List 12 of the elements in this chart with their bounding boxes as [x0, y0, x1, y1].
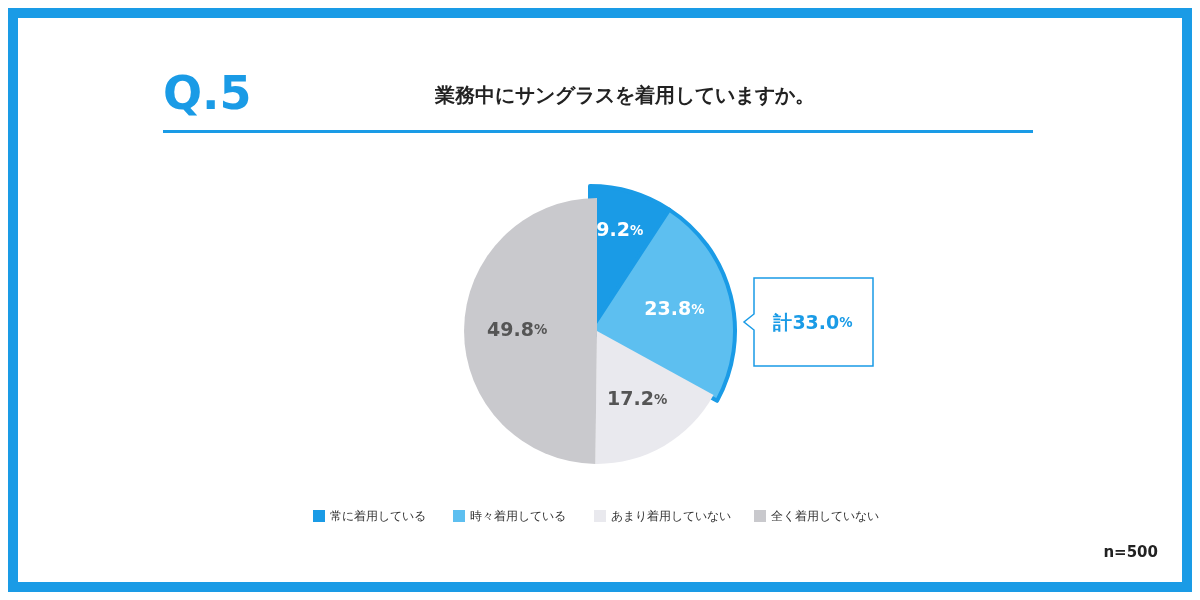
legend-label: あまり着用していない [611, 508, 731, 523]
data-label: 23.8% [644, 297, 705, 320]
text: 計33.0% [772, 310, 853, 333]
chart-subtitle: 業務中にサングラスを着用していますか。 [434, 82, 815, 107]
chart-title: Q.5 [163, 65, 252, 120]
data-label: 49.8% [487, 318, 548, 340]
legend-label: 常に着用している [330, 508, 426, 523]
legend-label: 時々着用している [470, 508, 566, 523]
text: n=500 [1103, 542, 1158, 561]
legend-label: 全く着用していない [771, 508, 879, 523]
data-label: 9.2% [596, 218, 644, 241]
data-label: 17.2% [607, 387, 668, 410]
